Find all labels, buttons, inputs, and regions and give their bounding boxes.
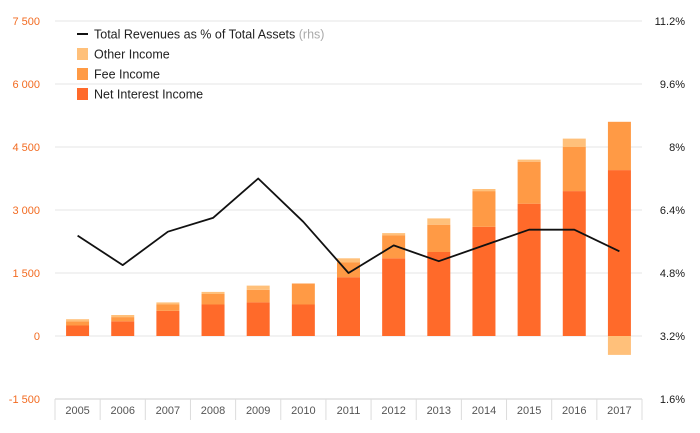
bar-other-income-2015	[517, 159, 541, 162]
left-axis-tick-label: 3 000	[12, 205, 40, 217]
x-axis-tick-label: 2010	[291, 405, 315, 417]
legend-label-total-revenues-as-of-total-assets: Total Revenues as % of Total Assets (rhs…	[94, 28, 324, 42]
revenue-ratio-line-group	[77, 177, 620, 274]
bar-other-income-2012	[382, 233, 406, 236]
left-axis-tick-label: 4 500	[12, 142, 40, 154]
legend-suffix: (rhs)	[295, 28, 324, 42]
x-axis-tick-label: 2006	[110, 405, 134, 417]
bar-other-income-2016	[562, 138, 586, 147]
bar-net-interest-income-2016	[562, 191, 586, 336]
legend-label-net-interest-income: Net Interest Income	[94, 88, 203, 102]
bar-other-income-2007	[156, 302, 180, 305]
bar-other-income-2008	[201, 291, 225, 294]
bar-net-interest-income-2010	[291, 304, 315, 336]
right-axis-tick-label: 9.6%	[660, 79, 685, 91]
bar-net-interest-income-2013	[427, 252, 451, 336]
bar-other-income-2014	[472, 189, 496, 192]
left-axis-tick-label: 1 500	[12, 268, 40, 280]
bars	[66, 121, 631, 355]
x-axis-tick-label: 2014	[472, 405, 496, 417]
bar-net-interest-income-2009	[246, 302, 270, 336]
x-axis-tick-label: 2005	[65, 405, 89, 417]
bar-net-interest-income-2012	[382, 258, 406, 336]
right-axis-tick-label: 8%	[669, 142, 685, 154]
x-axis-tick-label: 2011	[337, 405, 361, 417]
left-axis-tick-label: 7 500	[12, 16, 40, 28]
left-axis-tick-label: 0	[34, 331, 40, 343]
bar-fee-income-2006	[111, 317, 135, 322]
bar-fee-income-2008	[201, 294, 225, 305]
legend-swatch-net-interest-income	[77, 88, 88, 100]
right-axis-tick-label: 1.6%	[660, 394, 685, 406]
legend-swatch-fee-income	[77, 68, 88, 80]
axes: 7 500 6 000 4 500 3 000 1 500 0 -1 500 11.2% 9.6…	[9, 16, 685, 420]
bar-fee-income-2013	[427, 224, 451, 252]
x-axis-tick-label: 2015	[517, 405, 541, 417]
x-axis-tick-label: 2007	[156, 405, 180, 417]
legend-swatch-other-income	[77, 48, 88, 60]
right-axis-tick-label: 4.8%	[660, 268, 685, 280]
bar-fee-income-2012	[382, 235, 406, 259]
bar-fee-income-2005	[66, 321, 90, 326]
bar-other-income-2009	[246, 285, 270, 290]
bar-other-income-2013	[427, 218, 451, 225]
x-axis-tick-label: 2016	[562, 405, 586, 417]
right-axis-tick-label: 6.4%	[660, 205, 685, 217]
x-axis-tick-label: 2008	[201, 405, 225, 417]
bar-net-interest-income-2005	[66, 325, 90, 336]
bar-fee-income-2017	[607, 121, 631, 171]
bar-net-interest-income-2006	[111, 321, 135, 336]
bar-fee-income-2010	[291, 283, 315, 305]
right-axis-tick-label: 11.2%	[655, 16, 686, 28]
left-axis-tick-label: -1 500	[9, 394, 40, 406]
bar-fee-income-2007	[156, 304, 180, 311]
right-axis-tick-label: 3.2%	[660, 331, 685, 343]
x-axis-tick-label: 2009	[246, 405, 270, 417]
x-axis-tick-label: 2017	[607, 405, 631, 417]
bar-fee-income-2009	[246, 289, 270, 303]
x-axis-tick-label: 2012	[381, 405, 405, 417]
bar-other-income-2017	[607, 336, 631, 355]
bar-fee-income-2016	[562, 147, 586, 192]
legend-label-fee-income: Fee Income	[94, 68, 160, 82]
left-axis-tick-label: 6 000	[12, 79, 40, 91]
bar-other-income-2006	[111, 315, 135, 318]
bar-other-income-2005	[66, 319, 90, 322]
bar-fee-income-2014	[472, 191, 496, 227]
x-axis-tick-label: 2013	[427, 405, 451, 417]
bar-net-interest-income-2011	[337, 277, 360, 336]
bar-net-interest-income-2014	[472, 226, 496, 336]
bar-net-interest-income-2007	[156, 310, 180, 336]
bar-net-interest-income-2017	[607, 170, 631, 336]
legend-label-other-income: Other Income	[94, 48, 170, 62]
bar-net-interest-income-2008	[201, 304, 225, 336]
bar-net-interest-income-2015	[517, 203, 541, 336]
legend: Total Revenues as % of Total Assets (rhs…	[77, 28, 324, 102]
bar-other-income-2011	[337, 258, 360, 263]
bar-fee-income-2015	[517, 161, 541, 204]
